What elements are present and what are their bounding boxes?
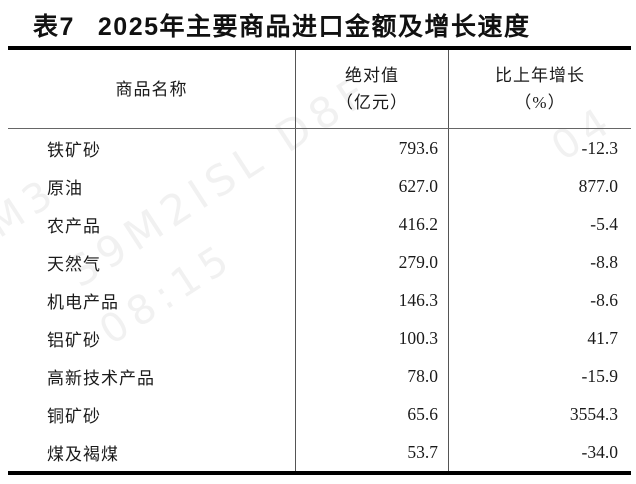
table-header-row: 商品名称 绝对值 （亿元） 比上年增长 （%） xyxy=(8,50,631,129)
absolute-value: 793.6 xyxy=(295,129,448,167)
column-header-growth: 比上年增长 （%） xyxy=(448,50,631,128)
commodity-name: 农产品 xyxy=(47,216,101,236)
table-row: 机电产品 146.3 -8.6 xyxy=(8,281,631,319)
growth-rate: 41.7 xyxy=(448,319,631,357)
table-title-text: 2025年主要商品进口金额及增长速度 xyxy=(97,13,531,41)
table-title: 表7 2025年主要商品进口金额及增长速度 xyxy=(33,7,531,43)
column-header-label: 绝对值 xyxy=(345,66,399,85)
growth-rate: -8.6 xyxy=(448,281,631,319)
commodity-name: 铜矿砂 xyxy=(47,406,101,426)
table-row: 高新技术产品 78.0 -15.9 xyxy=(8,357,631,395)
growth-rate: -34.0 xyxy=(448,433,631,471)
column-header-unit: （亿元） xyxy=(336,93,408,112)
table-number: 表7 xyxy=(33,13,75,41)
absolute-value: 53.7 xyxy=(295,433,448,471)
table-row: 原油 627.0 877.0 xyxy=(8,167,631,205)
table-body: 铁矿砂 793.6 -12.3 原油 627.0 877.0 农产品 416.2… xyxy=(8,129,631,471)
column-header-label: 商品名称 xyxy=(115,79,188,99)
column-header-unit: （%） xyxy=(514,93,566,112)
absolute-value: 627.0 xyxy=(295,167,448,205)
table-row: 农产品 416.2 -5.4 xyxy=(8,205,631,243)
data-table: 商品名称 绝对值 （亿元） 比上年增长 （%） 铁矿砂 793.6 -12.3 … xyxy=(8,46,631,475)
growth-rate: -15.9 xyxy=(448,357,631,395)
growth-rate: 877.0 xyxy=(448,167,631,205)
absolute-value: 65.6 xyxy=(295,395,448,433)
growth-rate: -5.4 xyxy=(448,205,631,243)
commodity-name: 原油 xyxy=(47,178,83,198)
growth-rate: 3554.3 xyxy=(448,395,631,433)
column-header-commodity: 商品名称 xyxy=(8,50,295,128)
table-row: 煤及褐煤 53.7 -34.0 xyxy=(8,433,631,471)
table-row: 铁矿砂 793.6 -12.3 xyxy=(8,129,631,167)
absolute-value: 100.3 xyxy=(295,319,448,357)
table-row: 天然气 279.0 -8.8 xyxy=(8,243,631,281)
growth-rate: -12.3 xyxy=(448,129,631,167)
commodity-name: 煤及褐煤 xyxy=(47,444,119,464)
commodity-name: 铝矿砂 xyxy=(47,330,101,350)
table-row: 铝矿砂 100.3 41.7 xyxy=(8,319,631,357)
commodity-name: 高新技术产品 xyxy=(47,368,155,388)
growth-rate: -8.8 xyxy=(448,243,631,281)
commodity-name: 铁矿砂 xyxy=(47,140,101,160)
absolute-value: 146.3 xyxy=(295,281,448,319)
column-header-absolute-value: 绝对值 （亿元） xyxy=(295,50,448,128)
commodity-name: 机电产品 xyxy=(47,292,119,312)
absolute-value: 416.2 xyxy=(295,205,448,243)
table-row: 铜矿砂 65.6 3554.3 xyxy=(8,395,631,433)
commodity-name: 天然气 xyxy=(47,254,101,274)
absolute-value: 78.0 xyxy=(295,357,448,395)
absolute-value: 279.0 xyxy=(295,243,448,281)
column-header-label: 比上年增长 xyxy=(495,66,585,85)
